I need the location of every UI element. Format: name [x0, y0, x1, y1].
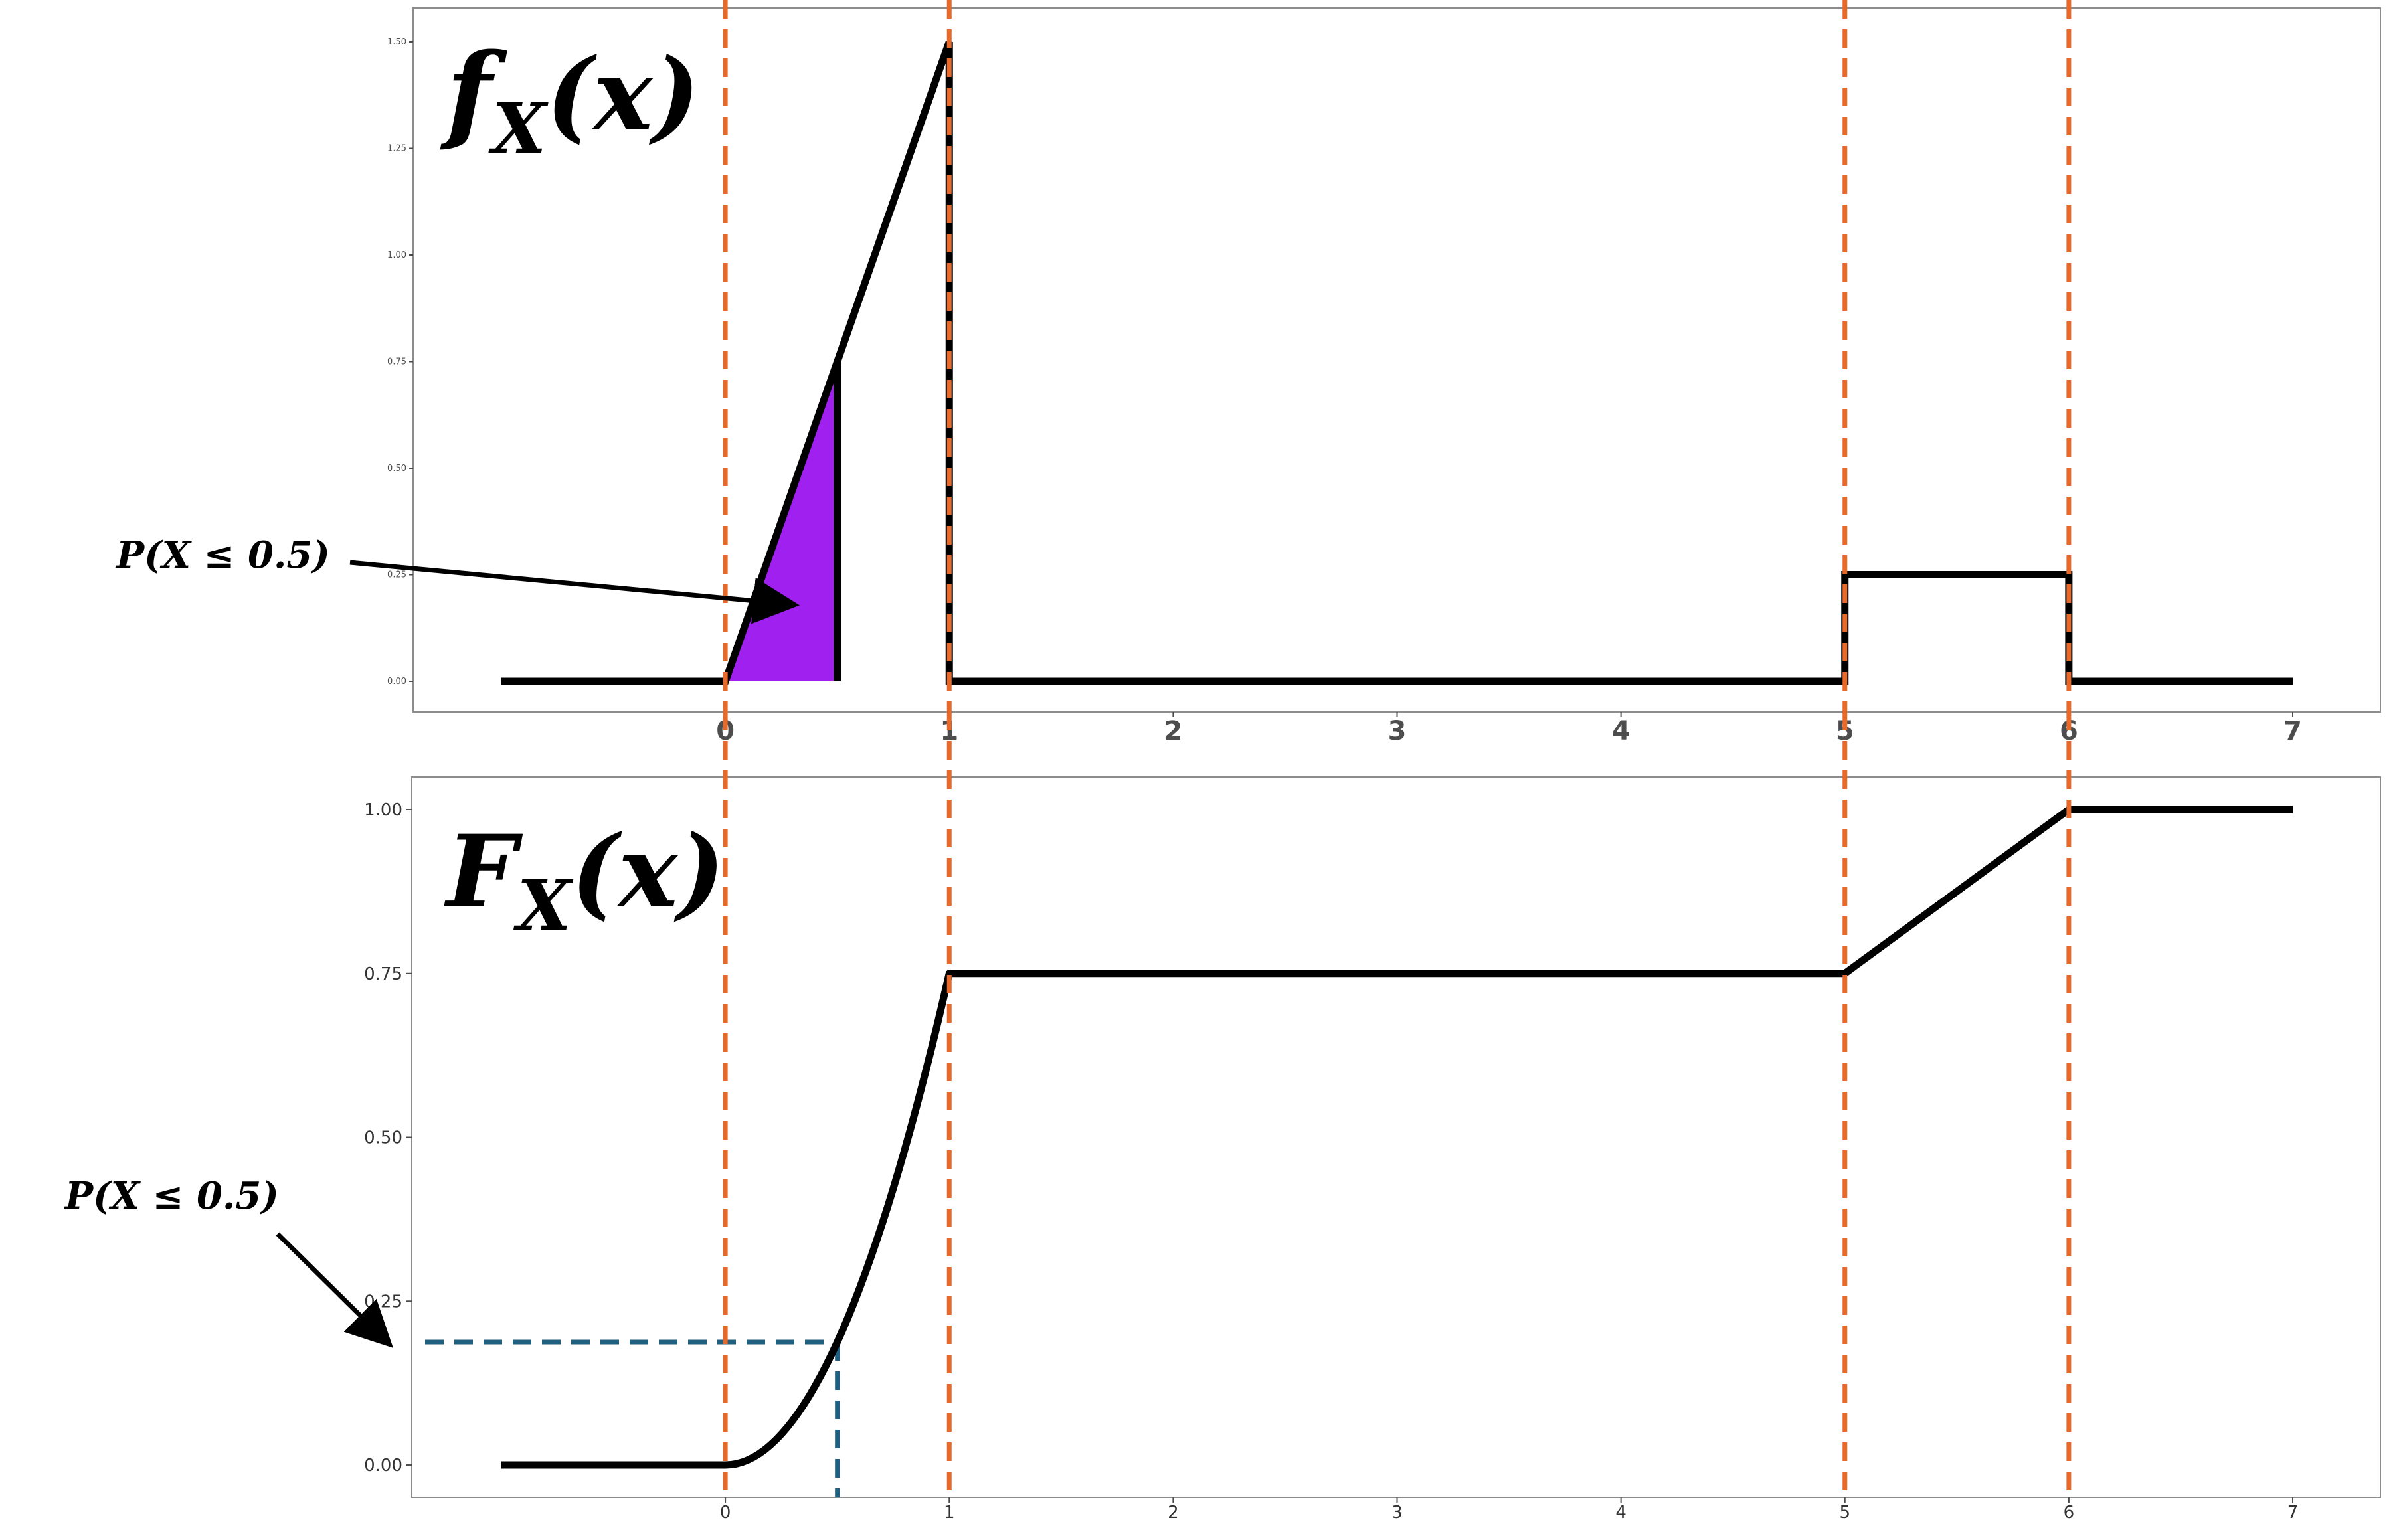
pdf-x-tick-label: 2: [1164, 716, 1182, 746]
cdf-title-sub: X: [513, 864, 574, 946]
cdf-x-tick-label: 3: [1391, 1503, 1403, 1523]
pdf-y-tick-label: 0.25: [387, 570, 406, 580]
pdf-x-tick-label: 4: [1612, 716, 1631, 746]
cdf-y-tick-label: 0.00: [364, 1456, 402, 1476]
cdf-panel: 0.00 0.25 0.50 0.75 1.00 0 1 2 3 4 5 6 7 FX(x): [364, 712, 2381, 1523]
cdf-y-tick-label: 0.50: [364, 1128, 402, 1148]
cdf-panel-border: [411, 776, 2381, 1498]
pdf-x-tick-label: 7: [2283, 716, 2302, 746]
cdf-x-tick-label: 0: [720, 1503, 731, 1523]
cdf-title: FX(x): [444, 813, 725, 946]
cdf-y-tick-label: 0.25: [364, 1292, 402, 1312]
pdf-y-tick-label: 0.00: [387, 677, 406, 687]
pdf-y-tick-label: 1.00: [387, 250, 406, 260]
cdf-curve-group: [501, 806, 2293, 1469]
pdf-title-sub: X: [488, 87, 549, 169]
cdf-y-axis: 0.00 0.25 0.50 0.75 1.00: [364, 800, 412, 1476]
pdf-y-axis: 0.00 0.25 0.50 0.75 1.00 1.25 1.50: [387, 37, 413, 687]
pdf-y-tick-label: 1.50: [387, 37, 406, 47]
cdf-y-tick-label: 0.75: [364, 964, 402, 984]
cdf-distribution-line: [501, 806, 2293, 1469]
cdf-title-arg: (x): [571, 813, 725, 930]
pdf-y-tick-label: 0.75: [387, 357, 406, 367]
pdf-probability-label: P(X ≤ 0.5): [115, 533, 330, 577]
cdf-x-tick-label: 7: [2287, 1503, 2299, 1523]
pdf-reference-lines: [723, 0, 2072, 712]
pdf-panel-border: [412, 7, 2381, 713]
cdf-probability-label: P(X ≤ 0.5): [64, 1174, 279, 1218]
cdf-x-tick-label: 4: [1615, 1503, 1627, 1523]
pdf-y-tick-label: 0.50: [387, 464, 406, 473]
cdf-x-tick-label: 2: [1168, 1503, 1179, 1523]
cdf-reference-lines: [723, 712, 2072, 1497]
cdf-x-tick-label: 6: [2064, 1503, 2075, 1523]
cdf-y-tick-label: 1.00: [364, 800, 402, 820]
pdf-x-tick-label: 3: [1388, 716, 1407, 746]
cdf-x-tick-label: 1: [944, 1503, 955, 1523]
cdf-annotation-arrow: [276, 1232, 393, 1348]
pdf-y-tick-label: 1.25: [387, 144, 406, 154]
cdf-x-axis: 0 1 2 3 4 5 6 7: [720, 1497, 2298, 1523]
pdf-annotation-arrow: [349, 560, 800, 624]
cdf-guide-lines: [425, 1339, 840, 1497]
cdf-title-main: F: [444, 813, 523, 930]
pdf-title: fX(x): [440, 30, 700, 169]
pdf-title-arg: (x): [546, 37, 699, 153]
cdf-x-tick-label: 5: [1839, 1503, 1850, 1523]
